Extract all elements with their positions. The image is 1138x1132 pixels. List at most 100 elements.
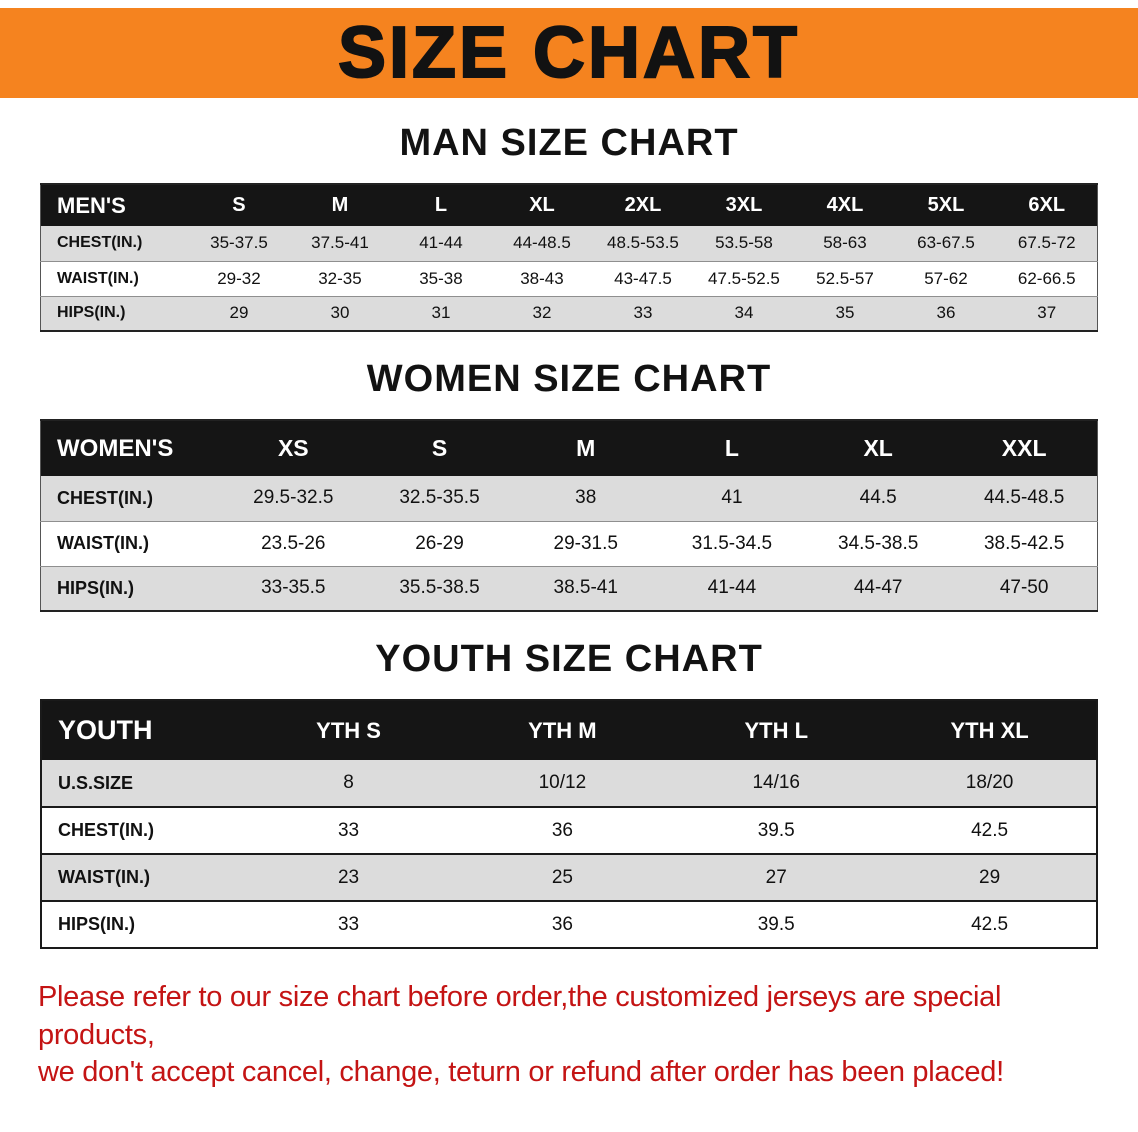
table-group-title-cell: WOMEN'S — [40, 420, 221, 476]
table-group-title-cell: MEN'S — [40, 184, 189, 226]
measurement-value-cell: 39.5 — [757, 819, 795, 841]
size-column-header: XXL — [951, 420, 1098, 476]
women-size-chart-section: WOMEN SIZE CHART WOMEN'S XS S M L XL XXL CHEST(… — [0, 358, 1138, 612]
measurement-value-cell: 47-50 — [999, 577, 1049, 599]
measurement-value-cell: 29 — [979, 866, 1001, 888]
measurement-value-cell: 10/12 — [538, 772, 587, 793]
man-size-chart-section: MAN SIZE CHART MEN'S S M L XL 2XL 3XL 4XL 5XL 6XL… — [0, 122, 1138, 332]
measurement-value-cell: 63-67.5 — [917, 233, 975, 253]
size-column-header: 5XL — [895, 184, 997, 226]
table-group-title-cell: YOUTH — [41, 700, 242, 760]
table-row: HIPS(IN.) 33 36 39.5 42.5 — [41, 901, 1097, 948]
table-header-row: WOMEN'S XS S M L XL XXL — [40, 420, 1098, 476]
measurement-label-cell: HIPS(IN.) — [57, 304, 126, 322]
measurement-value-cell: 25 — [551, 866, 573, 888]
measurement-value-cell: 41-44 — [419, 233, 463, 253]
measurement-value-cell: 44-48.5 — [513, 233, 571, 253]
measurement-label-cell: HIPS(IN.) — [58, 914, 136, 934]
youth-size-chart-heading: YOUTH SIZE CHART — [375, 638, 763, 680]
size-column-header: L — [390, 184, 492, 226]
measurement-value-cell: 33 — [633, 303, 653, 323]
measurement-value-cell: 38-43 — [520, 268, 564, 288]
measurement-label-cell: WAIST(IN.) — [57, 269, 139, 287]
measurement-value-cell: 47.5-52.5 — [708, 268, 780, 288]
measurement-value-cell: 18/20 — [965, 772, 1014, 793]
measurement-value-cell: 58-63 — [823, 233, 867, 253]
size-column-header: 2XL — [592, 184, 694, 226]
measurement-value-cell: 33 — [337, 819, 360, 841]
measurement-value-cell: 67.5-72 — [1017, 233, 1076, 253]
measurement-value-cell: 33 — [337, 913, 360, 935]
measurement-value-cell: 38.5-41 — [553, 577, 618, 599]
measurement-value-cell: 42.5 — [971, 913, 1009, 935]
size-column-header: L — [658, 420, 806, 476]
banner: SIZE CHART — [0, 8, 1138, 98]
table-header-row: YOUTH YTH S YTH M YTH L YTH XL — [41, 700, 1097, 760]
size-column-header: XL — [491, 184, 593, 226]
size-column-header: M — [512, 420, 659, 476]
youth-size-chart-section: YOUTH SIZE CHART YOUTH YTH S YTH M YTH L YTH… — [0, 638, 1138, 949]
measurement-value-cell: 36 — [551, 819, 573, 841]
measurement-value-cell: 39.5 — [757, 913, 795, 935]
measurement-value-cell: 44.5 — [859, 487, 897, 509]
size-column-header: XL — [805, 420, 952, 476]
measurement-value-cell: 62-66.5 — [1017, 268, 1076, 288]
size-column-header: YTH S — [241, 700, 456, 760]
measurement-value-cell: 31 — [431, 303, 451, 323]
youth-size-table: YOUTH YTH S YTH M YTH L YTH XL U.S.SIZE 8 10/12… — [40, 699, 1098, 949]
size-column-header: XS — [220, 420, 367, 476]
measurement-value-cell: 30 — [330, 303, 350, 323]
measurement-value-cell: 23.5-26 — [261, 532, 326, 554]
size-column-header: YTH L — [669, 700, 884, 760]
measurement-value-cell: 32.5-35.5 — [399, 487, 480, 509]
size-column-header: S — [188, 184, 290, 226]
measurement-label-cell: HIPS(IN.) — [57, 577, 135, 598]
measurement-value-cell: 31.5-34.5 — [691, 532, 773, 554]
measurement-value-cell: 48.5-53.5 — [607, 233, 679, 253]
measurement-value-cell: 52.5-57 — [816, 268, 874, 288]
measurement-value-cell: 36 — [551, 913, 573, 935]
measurement-value-cell: 8 — [343, 772, 354, 793]
measurement-value-cell: 34 — [734, 303, 754, 323]
measurement-value-cell: 32-35 — [318, 268, 362, 288]
size-column-header: M — [289, 184, 391, 226]
measurement-value-cell: 41 — [721, 487, 743, 509]
table-row: CHEST(IN.) 35-37.5 37.5-41 41-44 44-48.5 48.5… — [40, 226, 1098, 261]
size-column-header: 6XL — [996, 184, 1098, 226]
table-row: HIPS(IN.) 33-35.5 35.5-38.5 38.5-41 41-44 44-… — [40, 566, 1098, 611]
disclaimer-line-2: we don't accept cancel, change, teturn o… — [38, 1056, 1004, 1089]
size-column-header: S — [366, 420, 513, 476]
measurement-value-cell: 38 — [575, 487, 597, 509]
measurement-value-cell: 14/16 — [752, 772, 800, 793]
measurement-value-cell: 35 — [835, 303, 855, 323]
page-title: SIZE CHART — [337, 13, 800, 93]
table-row: CHEST(IN.) 29.5-32.5 32.5-35.5 38 41 44.5 44.5… — [40, 476, 1098, 521]
man-size-chart-heading: MAN SIZE CHART — [399, 122, 739, 164]
measurement-value-cell: 32 — [532, 303, 552, 323]
disclaimer: Please refer to our size chart before or… — [0, 979, 1138, 1112]
measurement-value-cell: 42.5 — [971, 819, 1009, 841]
table-header-row: MEN'S S M L XL 2XL 3XL 4XL 5XL 6XL — [40, 184, 1098, 226]
table-row: WAIST(IN.) 29-32 32-35 35-38 38-43 43-47.5 47.… — [40, 261, 1098, 296]
measurement-value-cell: 35.5-38.5 — [399, 577, 480, 599]
measurement-label-cell: CHEST(IN.) — [58, 820, 154, 840]
women-size-chart-heading: WOMEN SIZE CHART — [366, 358, 772, 400]
size-column-header: YTH XL — [883, 700, 1097, 760]
table-row: WAIST(IN.) 23 25 27 29 — [41, 854, 1097, 901]
size-column-header: 3XL — [693, 184, 795, 226]
measurement-value-cell: 29-32 — [217, 268, 261, 288]
measurement-value-cell: 57-62 — [924, 268, 968, 288]
measurement-value-cell: 37 — [1037, 303, 1057, 323]
measurement-label-cell: WAIST(IN.) — [57, 533, 149, 553]
size-column-header: 4XL — [794, 184, 896, 226]
measurement-value-cell: 53.5-58 — [715, 233, 773, 253]
table-row: HIPS(IN.) 29 30 31 32 33 34 35 36 37 — [40, 296, 1098, 331]
measurement-value-cell: 27 — [765, 866, 787, 888]
measurement-label-cell: CHEST(IN.) — [57, 487, 153, 508]
measurement-label-cell: CHEST(IN.) — [57, 234, 143, 252]
measurement-value-cell: 37.5-41 — [311, 233, 369, 253]
table-row: U.S.SIZE 8 10/12 14/16 18/20 — [41, 760, 1097, 807]
women-size-table: WOMEN'S XS S M L XL XXL CHEST(IN.) 29.5-32.5 32.5… — [40, 419, 1098, 612]
measurement-value-cell: 38.5-42.5 — [983, 532, 1065, 554]
